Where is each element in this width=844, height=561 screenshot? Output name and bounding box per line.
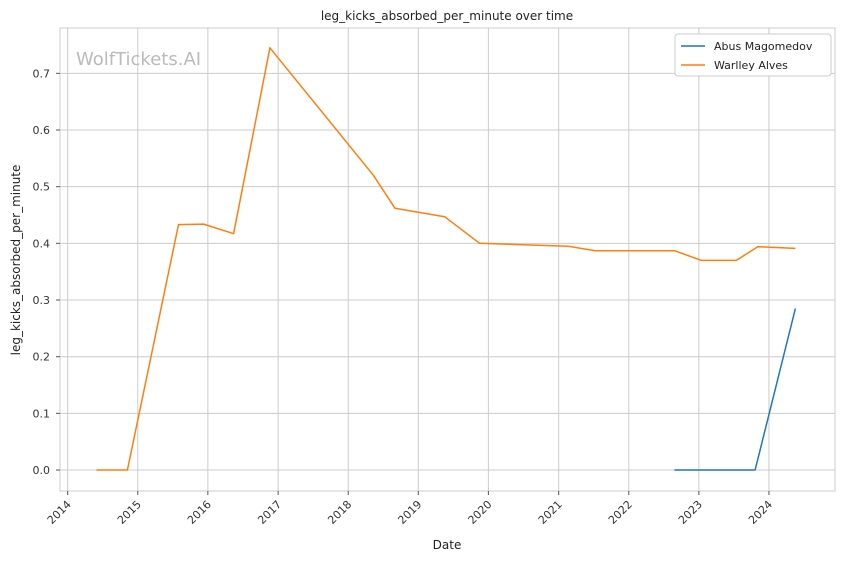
y-tick-label: 0.5	[33, 181, 51, 194]
x-tick-label: 2019	[395, 498, 424, 527]
y-tick-label: 0.1	[33, 407, 51, 420]
y-tick-label: 0.3	[33, 294, 51, 307]
plot-frame	[59, 27, 836, 492]
y-axis-label: leg_kicks_absorbed_per_minute	[9, 165, 23, 356]
series-line-abus-magomedov	[674, 308, 797, 471]
series-lines	[96, 47, 797, 471]
y-tick-label: 0.4	[33, 237, 51, 250]
watermark: WolfTickets.AI	[76, 49, 201, 70]
x-tick-label: 2018	[325, 498, 354, 527]
y-tick-label: 0.6	[33, 124, 51, 137]
y-tick-label: 0.2	[33, 351, 51, 364]
x-tick-label: 2014	[45, 498, 74, 527]
x-tick-label: 2020	[466, 498, 495, 527]
grid	[60, 28, 835, 491]
x-tick-label: 2023	[676, 498, 705, 527]
y-tick-label: 0.0	[33, 464, 51, 477]
x-tick-label: 2015	[115, 498, 144, 527]
chart-title: leg_kicks_absorbed_per_minute over time	[321, 9, 573, 23]
x-axis-ticks: 2014 2015 2016 2017 2018 2019 2020 2021 2022 2023…	[45, 491, 775, 527]
y-tick-label: 0.7	[33, 67, 51, 80]
series-line-warlley-alves	[96, 47, 796, 471]
x-tick-label: 2017	[255, 498, 284, 527]
x-tick-label: 2022	[606, 498, 635, 527]
legend-label: Warlley Alves	[714, 59, 788, 72]
x-tick-label: 2021	[536, 498, 565, 527]
x-tick-label: 2016	[185, 498, 214, 527]
legend-label: Abus Magomedov	[714, 40, 813, 53]
x-tick-label: 2024	[746, 498, 775, 527]
legend: Abus Magomedov Warlley Alves	[674, 33, 832, 77]
legend-box	[674, 33, 832, 77]
x-axis-label: Date	[433, 538, 462, 552]
y-axis-ticks: 0.0 0.1 0.2 0.3 0.4 0.5 0.6 0.7	[33, 67, 60, 477]
